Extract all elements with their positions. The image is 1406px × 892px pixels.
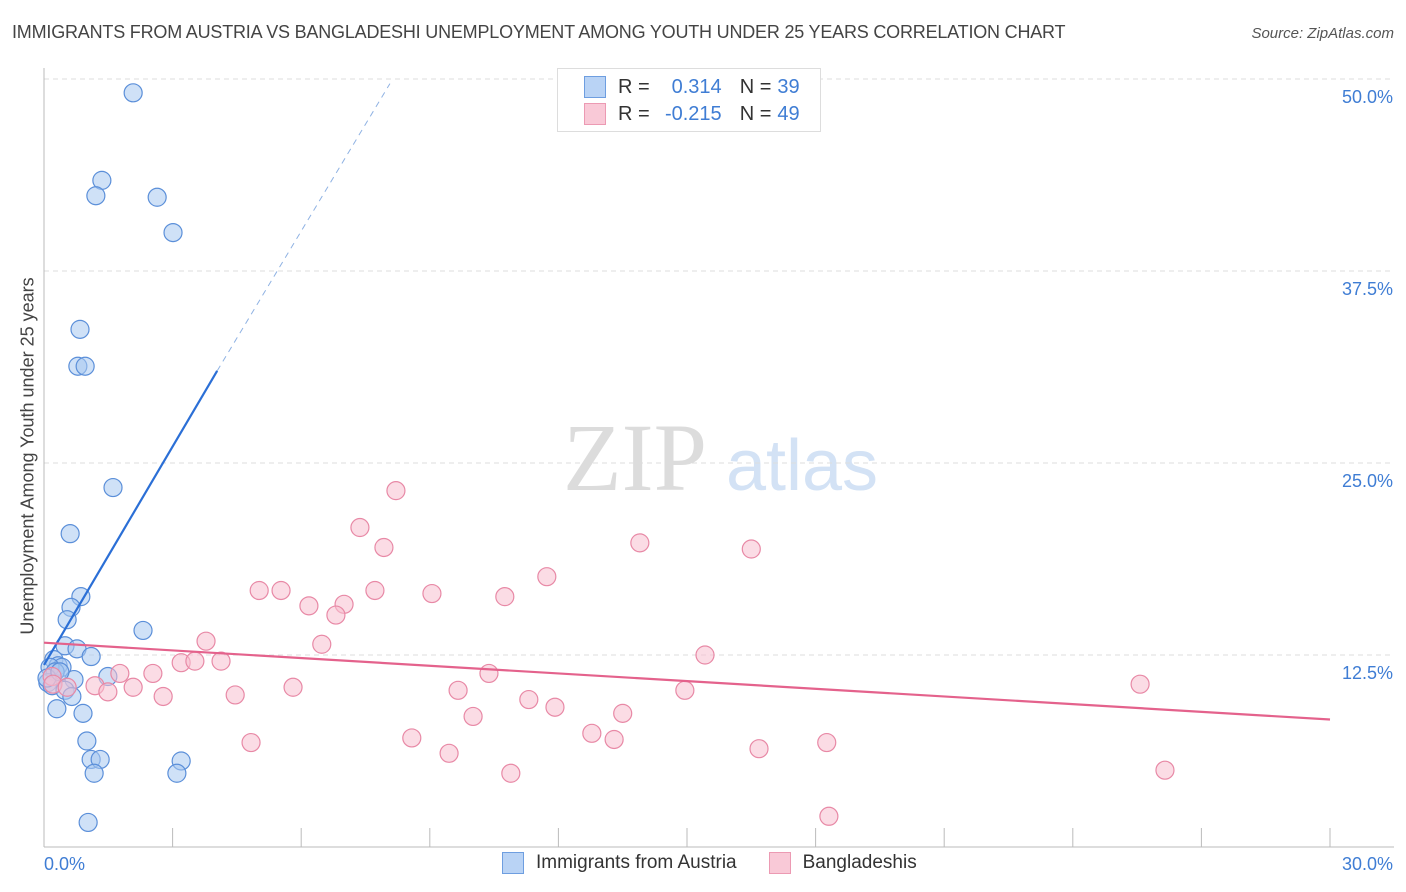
austria-point xyxy=(167,763,187,783)
austria-point xyxy=(47,699,67,719)
austria-point xyxy=(57,610,77,630)
austria-point xyxy=(133,620,153,641)
bangladeshi-point xyxy=(196,631,216,651)
bangladeshi-point xyxy=(817,732,837,753)
bangladeshi-point xyxy=(582,723,602,743)
bangladeshi-point xyxy=(479,663,499,684)
bangladeshi-point xyxy=(519,689,539,710)
bangladeshi-point xyxy=(749,739,769,759)
bangladeshi-point xyxy=(1155,760,1175,780)
bangladeshi-point xyxy=(448,680,468,700)
bangladeshi-point xyxy=(386,481,406,501)
austria-point xyxy=(86,186,106,206)
austria-point xyxy=(123,83,143,103)
bangladeshi-point xyxy=(123,677,143,697)
bangladeshi-point xyxy=(98,682,118,702)
austria-point xyxy=(77,731,97,751)
y-tick-label: 12.5% xyxy=(1342,663,1393,683)
legend-label-bangladeshis: Bangladeshis xyxy=(802,852,917,873)
bangladeshi-point xyxy=(463,706,483,727)
bangladeshi-point xyxy=(312,634,332,654)
bangladeshi-point xyxy=(604,729,624,750)
n-label: N = xyxy=(739,102,772,125)
austria-point xyxy=(70,319,90,339)
r-value: -0.215 xyxy=(664,102,722,125)
bangladeshi-trend-line xyxy=(43,641,1331,721)
bangladeshi-point xyxy=(57,677,77,697)
bangladeshi-point xyxy=(537,567,557,587)
bangladeshi-point xyxy=(495,587,515,607)
x-tick-label-max: 30.0% xyxy=(1342,854,1393,874)
austria-point xyxy=(81,646,101,667)
bangladeshi-point xyxy=(185,651,205,671)
y-tick-label: 50.0% xyxy=(1342,87,1393,107)
austria-point xyxy=(163,223,183,243)
n-value: 49 xyxy=(777,102,800,125)
bangladeshi-point xyxy=(374,537,394,558)
x-tick-label-min: 0.0% xyxy=(44,854,85,874)
watermark-atlas: atlas xyxy=(726,426,878,506)
legend-label-austria: Immigrants from Austria xyxy=(536,852,737,873)
bangladeshi-point xyxy=(249,580,269,601)
y-tick-label: 37.5% xyxy=(1342,279,1393,299)
austria-point xyxy=(147,187,167,207)
austria-point xyxy=(73,703,93,723)
bangladeshi-point xyxy=(501,763,521,783)
r-label: R = xyxy=(618,75,650,98)
stats-legend: R = 0.314 N = 39 R = -0.215 N = 49 xyxy=(557,68,821,132)
bangladeshi-point xyxy=(402,728,422,748)
bangladeshi-point xyxy=(225,685,245,705)
r-label: R = xyxy=(618,102,650,125)
bangladeshi-point xyxy=(741,539,761,559)
legend-swatch-blue xyxy=(502,852,524,874)
legend-swatch-pink xyxy=(768,852,791,874)
bangladeshi-point xyxy=(630,533,650,553)
austria-point xyxy=(103,477,123,498)
bangladeshi-point xyxy=(819,806,839,826)
bangladeshi-point xyxy=(695,645,715,665)
bangladeshi-point xyxy=(1130,674,1150,694)
bangladeshi-point xyxy=(439,743,459,763)
legend-swatch-blue xyxy=(584,76,606,98)
r-value: 0.314 xyxy=(671,75,722,98)
bangladeshi-point xyxy=(299,596,319,616)
bangladeshi-point xyxy=(153,686,173,707)
legend-row-austria: R = 0.314 N = 39 xyxy=(584,74,800,100)
austria-point xyxy=(84,763,104,783)
bangladeshi-point xyxy=(350,517,370,538)
n-value: 39 xyxy=(777,75,800,98)
bangladeshi-point xyxy=(422,583,442,604)
chart-title: IMMIGRANTS FROM AUSTRIA VS BANGLADESHI U… xyxy=(12,22,1066,42)
bangladeshi-point xyxy=(143,663,163,684)
austria-point xyxy=(78,812,98,833)
bangladeshi-point xyxy=(110,663,130,684)
legend-swatch-pink xyxy=(584,103,606,125)
y-tick-label: 25.0% xyxy=(1342,471,1393,491)
bangladeshi-point xyxy=(613,703,633,723)
series-legend: Immigrants from Austria Bangladeshis xyxy=(502,852,917,874)
bangladeshi-point xyxy=(675,680,695,700)
bangladeshi-point xyxy=(365,580,385,601)
austria-trend-extension xyxy=(216,83,391,372)
austria-point xyxy=(75,356,95,376)
austria-point xyxy=(60,524,80,544)
austria-trend-line xyxy=(43,370,219,666)
watermark-zip: ZIP xyxy=(563,404,707,511)
legend-row-bangladeshis: R = -0.215 N = 49 xyxy=(584,101,800,127)
bangladeshi-point xyxy=(271,580,291,601)
bangladeshi-point xyxy=(545,697,565,717)
bangladeshi-point xyxy=(211,651,231,671)
n-label: N = xyxy=(739,75,772,98)
chart-source: Source: ZipAtlas.com xyxy=(1251,25,1394,42)
bangladeshi-point xyxy=(326,605,346,625)
bangladeshi-point xyxy=(241,732,261,753)
bangladeshi-point xyxy=(283,677,303,697)
